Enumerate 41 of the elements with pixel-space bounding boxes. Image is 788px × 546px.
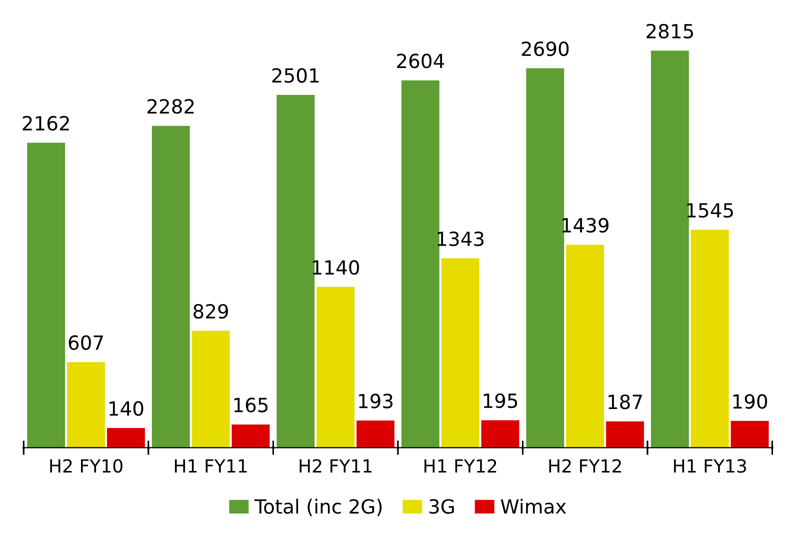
legend-label: Wimax	[500, 498, 566, 514]
bar	[192, 330, 230, 448]
x-tick-label: H1 FY11	[174, 459, 247, 473]
bar	[316, 286, 355, 448]
data-label: 195	[484, 393, 518, 408]
data-label: 2604	[397, 54, 444, 68]
data-label: 2162	[22, 116, 69, 131]
legend-label: 3G	[429, 499, 454, 514]
x-tick-label: H2 FY10	[50, 459, 122, 473]
bar	[27, 142, 66, 448]
bar	[730, 420, 769, 448]
bar	[276, 94, 315, 448]
bar	[232, 424, 270, 448]
data-label: 190	[733, 394, 768, 409]
bar	[650, 50, 689, 448]
bar	[481, 420, 520, 448]
bar	[690, 230, 729, 448]
x-tick-label: H2 FY12	[549, 459, 621, 473]
x-tick-label: H1 FY13	[674, 459, 746, 473]
data-label: 2501	[272, 68, 319, 83]
bar	[566, 244, 604, 448]
legend-label: Total (inc 2G)	[254, 498, 382, 516]
data-label: 2282	[148, 99, 194, 114]
data-label: 2690	[522, 41, 569, 56]
bar	[152, 126, 190, 448]
bar	[606, 421, 644, 448]
data-label: 607	[68, 335, 103, 350]
data-label: 2815	[646, 24, 693, 39]
data-label: 140	[110, 401, 144, 416]
bar	[441, 258, 480, 448]
x-tick-label: H1 FY12	[424, 459, 496, 473]
data-label: 165	[234, 398, 268, 412]
x-tick-label: H2 FY11	[300, 459, 372, 473]
bar	[401, 80, 440, 448]
data-label: 829	[194, 304, 228, 319]
bar	[67, 362, 105, 448]
data-label: 187	[608, 394, 642, 410]
bar	[356, 420, 394, 448]
bar	[106, 428, 145, 448]
data-label: 193	[359, 394, 392, 408]
bar	[526, 68, 564, 448]
